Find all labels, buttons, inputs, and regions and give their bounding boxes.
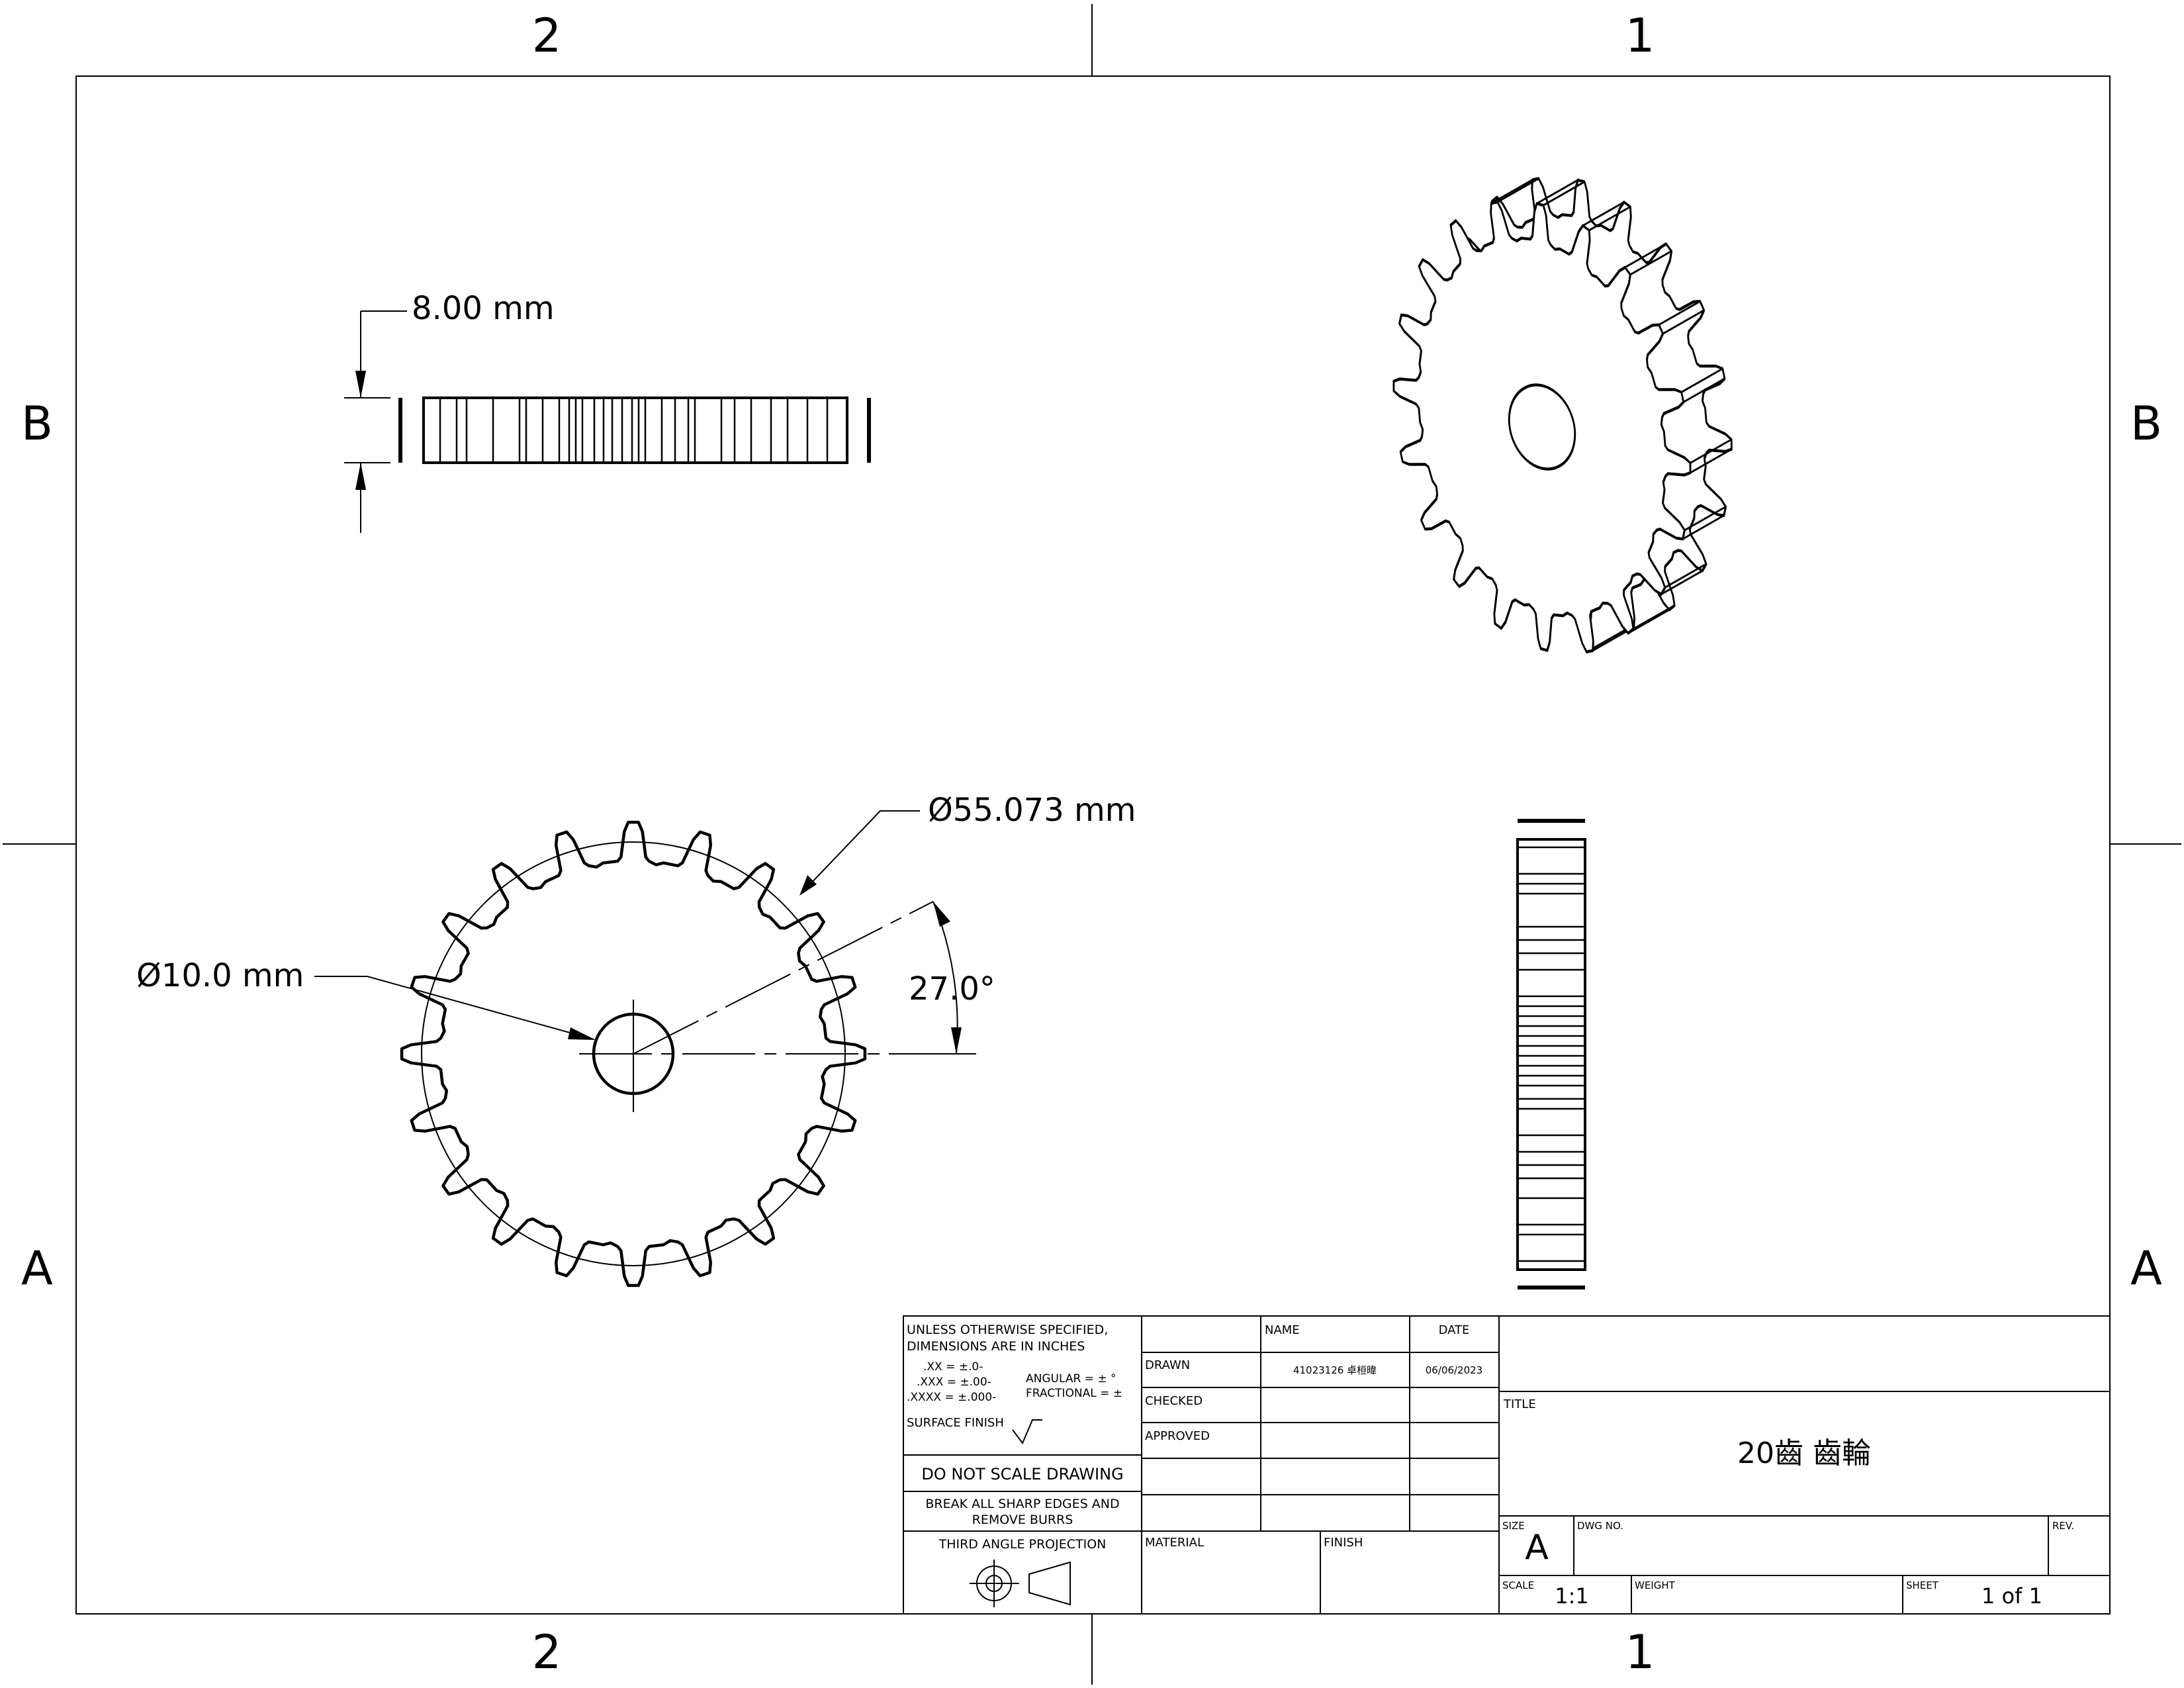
size-value: A [1525,1528,1549,1568]
gear-depth-edge [1627,608,1670,634]
top-view [344,310,871,533]
gear-depth-edge [1543,181,1585,207]
gear-depth-edge [1684,506,1727,532]
checked-label: CHECKED [1145,1394,1203,1408]
notes-line-2: DIMENSIONS ARE IN INCHES [907,1339,1085,1354]
approved-label: APPROVED [1145,1429,1210,1443]
bore-diameter-dimension: Ø10.0 mm [136,957,304,994]
zone-row-b-left: B [21,397,53,451]
surface-finish-label: SURFACE FINISH [907,1416,1004,1430]
rev-label: REV. [2052,1520,2074,1532]
front-view [314,810,976,1288]
zone-column-2-bottom: 2 [532,1625,562,1679]
zone-column-1-top: 1 [1625,9,1655,63]
gear-depth-edge [1490,179,1533,205]
scale-label: SCALE [1502,1579,1534,1591]
gear-depth-edge [1664,563,1707,588]
thickness-dimension: 8.00 mm [412,290,555,327]
scale-value: 1:1 [1555,1583,1589,1609]
gear-depth-edge [1659,300,1701,326]
tolerance-xxxx: .XXXX = ±.000- [907,1391,996,1404]
notes-line-1: UNLESS OTHERWISE SPECIFIED, [907,1323,1108,1337]
break-edges-note-1: BREAK ALL SHARP EDGES AND [925,1497,1119,1511]
drawn-label: DRAWN [1145,1358,1190,1372]
gear-depth-edge [1536,179,1578,205]
name-header: NAME [1265,1323,1300,1337]
gear-depth-edge [1681,367,1723,393]
isometric-view [1392,177,1733,654]
pitch-diameter-dimension: Ø55.073 mm [928,792,1136,829]
title-label: TITLE [1503,1397,1536,1411]
drawing-title: 20齒 齒輪 [1737,1436,1871,1470]
tolerance-xxx: .XXX = ±.00- [917,1376,991,1389]
dwg-no-label: DWG NO. [1577,1520,1623,1532]
sheet-label: SHEET [1906,1579,1939,1591]
tolerance-fractional: FRACTIONAL = ± [1026,1387,1122,1400]
weight-label: WEIGHT [1635,1579,1676,1591]
gear-depth-edge [1690,448,1732,474]
drawn-date: 06/06/2023 [1426,1364,1482,1376]
gear-depth-edge [1690,438,1732,464]
sheet-value: 1 of 1 [1981,1583,2042,1609]
gear-depth-edge [1682,514,1725,540]
projection-label: THIRD ANGLE PROJECTION [938,1537,1107,1552]
zone-row-b-right: B [2130,397,2162,451]
gear-depth-edge [1629,250,1672,276]
gear-depth-edge [1633,604,1675,630]
title-block-text: UNLESS OTHERWISE SPECIFIED, DIMENSIONS A… [907,1323,2074,1609]
gear-depth-edge [1588,206,1631,232]
drawn-name: 41023126 卓桓暐 [1293,1364,1377,1376]
gear-depth-edge [1582,201,1625,227]
finish-label: FINISH [1324,1536,1363,1550]
do-not-scale-note: DO NOT SCALE DRAWING [921,1465,1123,1483]
tolerance-xx: .XX = ±.0- [923,1360,983,1374]
title-block [903,1315,2111,1615]
side-view [1516,819,1586,1289]
material-label: MATERIAL [1145,1536,1204,1550]
date-header: DATE [1439,1323,1470,1337]
gear-depth-edge [1624,243,1667,269]
gear-outline [400,820,867,1288]
zone-row-a-left: A [21,1241,53,1295]
size-label: SIZE [1502,1520,1525,1532]
break-edges-note-2: REMOVE BURRS [972,1513,1073,1527]
zone-column-2-top: 2 [532,9,562,63]
gear-depth-edge [1497,177,1539,203]
zone-column-1-bottom: 1 [1625,1625,1655,1679]
zone-row-a-right: A [2130,1241,2162,1295]
gear-depth-edge [1683,377,1725,403]
angle-dimension: 27.0° [909,970,995,1008]
gear-depth-edge [1662,309,1705,335]
tolerance-angular: ANGULAR = ± ° [1026,1372,1116,1385]
gear-depth-edge [1661,569,1703,596]
